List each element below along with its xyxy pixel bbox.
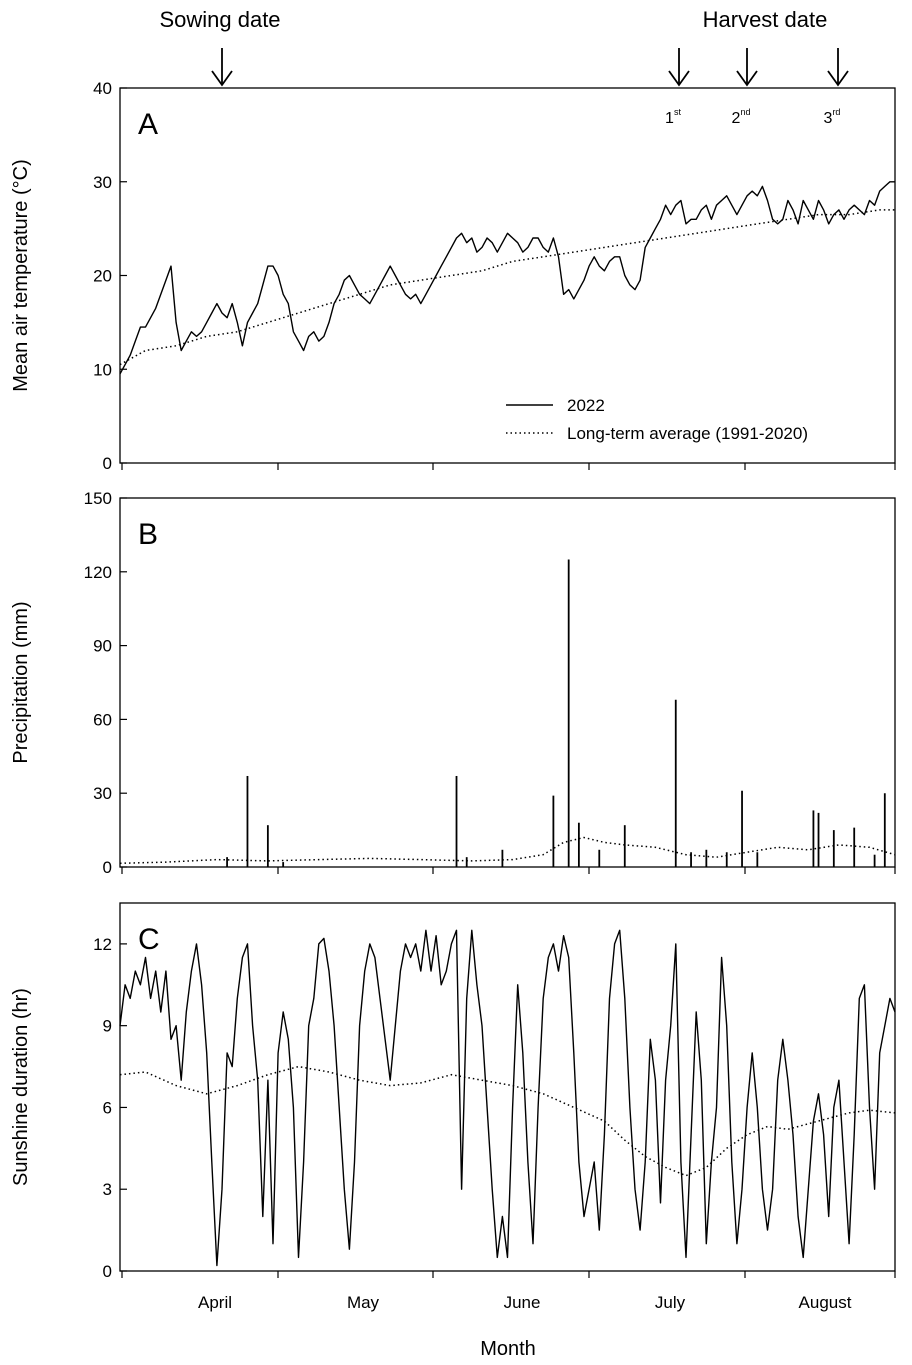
y-tick-label: 10: [93, 360, 112, 379]
harvest-ordinal: st: [674, 107, 682, 117]
panel-c: C 0 3 6 9 12 Sunshine duration (hr): [10, 902, 896, 1281]
y-tick-label: 6: [103, 1098, 112, 1117]
y-tick-label: 60: [93, 710, 112, 729]
y-tick-label: 0: [103, 1262, 112, 1281]
y-tick-label: 0: [103, 858, 112, 877]
harvest-number: 1st: [665, 107, 681, 127]
y-tick-label: 30: [93, 784, 112, 803]
month-label: July: [655, 1293, 686, 1312]
panel-letter: A: [138, 108, 158, 141]
panel-frame: [119, 497, 896, 868]
y-tick-label: 90: [93, 637, 112, 656]
y-tick-label: 30: [93, 173, 112, 192]
month-label: August: [799, 1293, 852, 1312]
harvest-arrow-1-head: [668, 70, 690, 87]
y-tick-label: 0: [103, 454, 112, 473]
harvest-arrow-3-head: [827, 70, 849, 87]
month-labels: April May June July August: [198, 1293, 852, 1312]
harvest-arrow-2-head: [736, 70, 758, 87]
harvest-number: 3rd: [824, 107, 841, 127]
panel-frame: [119, 902, 896, 1272]
sowing-date-label: Sowing date: [159, 7, 280, 32]
y-tick-label: 150: [84, 489, 112, 508]
sowing-arrow-head: [211, 70, 233, 87]
y-tick-label: 120: [84, 563, 112, 582]
y-tick-label: 9: [103, 1017, 112, 1036]
legend-label: 2022: [567, 396, 605, 415]
y-axis-title: Sunshine duration (hr): [10, 988, 32, 1186]
harvest-date-label: Harvest date: [703, 7, 828, 32]
panel-letter: C: [138, 923, 160, 956]
event-annotations: Sowing date Harvest date 1st 2nd 3rd: [159, 7, 849, 127]
month-label: May: [347, 1293, 380, 1312]
legend-label: Long-term average (1991-2020): [567, 424, 808, 443]
y-tick-label: 12: [93, 935, 112, 954]
legend: 2022 Long-term average (1991-2020): [506, 396, 808, 443]
y-axis-title: Precipitation (mm): [10, 601, 32, 763]
panel-letter: B: [138, 518, 158, 551]
month-label: June: [504, 1293, 541, 1312]
series-long-term-average: [119, 1065, 896, 1177]
y-tick-label: 20: [93, 267, 112, 286]
panel-a: A 0 10 20 30 40 Mean air temperature (°C) 2022 L…: [10, 79, 896, 473]
month-label: April: [198, 1293, 232, 1312]
harvest-number: 2nd: [732, 107, 751, 127]
x-axis-title: Month: [480, 1338, 536, 1360]
panel-b: B 0 30 60 90 120 150 Precipitation (mm): [10, 489, 896, 877]
y-tick-label: 40: [93, 79, 112, 98]
harvest-ordinal: rd: [832, 107, 840, 117]
harvest-ordinal: nd: [740, 107, 750, 117]
series-2022: [119, 929, 896, 1267]
series-long-term-average: [119, 836, 896, 865]
y-tick-label: 3: [103, 1180, 112, 1199]
series-long-term-average: [119, 209, 895, 366]
series-2022: [119, 181, 895, 375]
y-axis-title: Mean air temperature (°C): [10, 159, 32, 392]
panel-frame: [119, 87, 896, 464]
